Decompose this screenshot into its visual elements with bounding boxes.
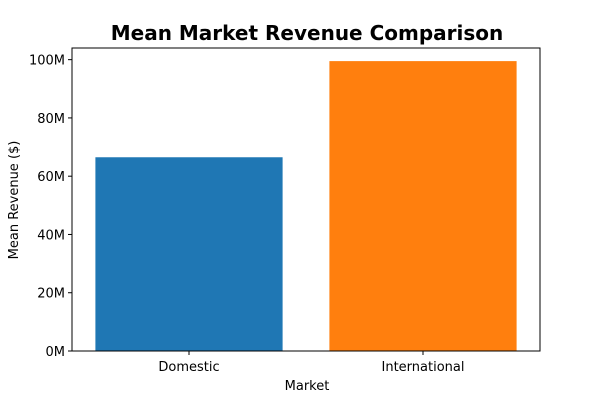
bar-international	[329, 61, 517, 352]
plot-frame	[71, 47, 541, 352]
x-axis-label: Market	[285, 379, 330, 394]
y-tick-label: 20M	[37, 287, 65, 302]
chart-title: Mean Market Revenue Comparison	[111, 21, 504, 45]
y-tick-label: 60M	[37, 170, 65, 185]
y-tick-label: 40M	[37, 228, 65, 243]
y-axis-ticks: 0M 20M 40M 60M 80M 100M	[29, 54, 72, 360]
x-axis-ticks: Domestic International	[158, 351, 464, 375]
x-tick-label: Domestic	[158, 360, 219, 375]
y-tick-label: 0M	[46, 345, 66, 360]
bars-group	[95, 61, 517, 352]
bar-domestic	[95, 157, 283, 351]
y-axis-label: Mean Revenue ($)	[7, 141, 22, 260]
y-tick-label: 80M	[37, 112, 65, 127]
x-tick-label: International	[382, 360, 465, 375]
y-tick-label: 100M	[29, 54, 65, 69]
